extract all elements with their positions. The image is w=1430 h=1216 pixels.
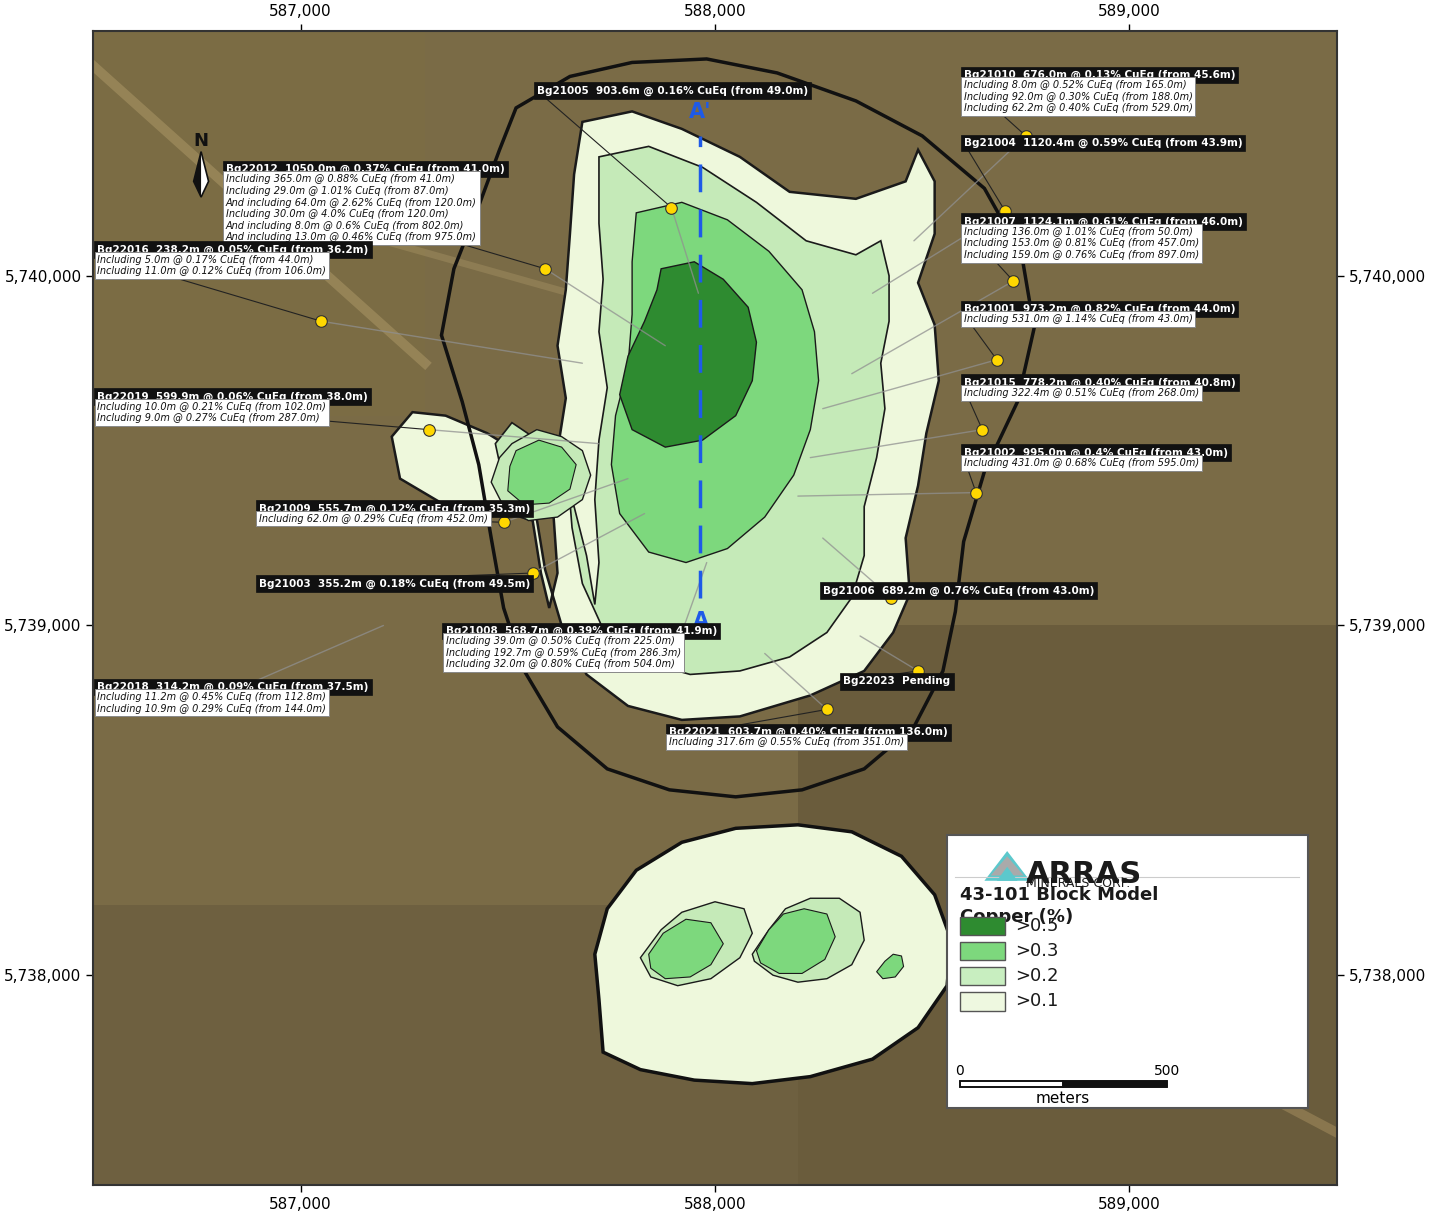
Text: Including 10.0m @ 0.21% CuEq (from 102.0m)
Including 9.0m @ 0.27% CuEq (from 287: Including 10.0m @ 0.21% CuEq (from 102.0… [97, 401, 326, 423]
FancyBboxPatch shape [960, 942, 1005, 961]
Point [1002, 271, 1025, 291]
Bar [798, 625, 1337, 1186]
Point [1014, 126, 1037, 146]
Bar [93, 30, 425, 416]
Text: A': A' [689, 102, 712, 122]
Polygon shape [612, 202, 818, 563]
Text: Bg22018  314.2m @ 0.09% CuEq (from 37.5m): Bg22018 314.2m @ 0.09% CuEq (from 37.5m) [97, 682, 369, 692]
Polygon shape [392, 112, 938, 720]
Text: Including 431.0m @ 0.68% CuEq (from 595.0m): Including 431.0m @ 0.68% CuEq (from 595.… [964, 457, 1198, 468]
Point [994, 202, 1017, 221]
Text: 0: 0 [955, 1064, 964, 1079]
Text: >0.1: >0.1 [1015, 992, 1058, 1010]
Point [661, 198, 684, 218]
Polygon shape [595, 824, 951, 1083]
Text: MINERALS CORP.: MINERALS CORP. [1025, 877, 1130, 890]
Polygon shape [193, 152, 202, 197]
Text: meters: meters [1035, 1091, 1090, 1107]
Text: Bg21004  1120.4m @ 0.59% CuEq (from 43.9m): Bg21004 1120.4m @ 0.59% CuEq (from 43.9m… [964, 137, 1243, 148]
Text: Bg21006  689.2m @ 0.76% CuEq (from 43.0m): Bg21006 689.2m @ 0.76% CuEq (from 43.0m) [822, 585, 1094, 596]
Point [879, 587, 902, 607]
Text: Bg22023  Pending: Bg22023 Pending [844, 676, 951, 687]
Point [971, 420, 994, 439]
Text: Including 365.0m @ 0.88% CuEq (from 41.0m)
Including 29.0m @ 1.01% CuEq (from 87: Including 365.0m @ 0.88% CuEq (from 41.0… [226, 174, 476, 242]
Polygon shape [490, 429, 591, 520]
Text: Bg21005  903.6m @ 0.16% CuEq (from 49.0m): Bg21005 903.6m @ 0.16% CuEq (from 49.0m) [536, 85, 808, 96]
FancyBboxPatch shape [960, 992, 1005, 1010]
Point [227, 679, 250, 698]
Bar [960, 1081, 1062, 1087]
Text: Including 11.2m @ 0.45% CuEq (from 112.8m)
Including 10.9m @ 0.29% CuEq (from 14: Including 11.2m @ 0.45% CuEq (from 112.8… [97, 692, 326, 714]
Bar [93, 905, 1337, 1186]
Text: Bg21008  568.7m @ 0.39% CuEq (from 41.9m): Bg21008 568.7m @ 0.39% CuEq (from 41.9m) [446, 626, 716, 636]
Text: Including 317.6m @ 0.55% CuEq (from 351.0m): Including 317.6m @ 0.55% CuEq (from 351.… [669, 737, 905, 748]
Text: 43-101 Block Model
Copper (%): 43-101 Block Model Copper (%) [960, 886, 1158, 927]
Text: Bg21001  973.2m @ 0.82% CuEq (from 44.0m): Bg21001 973.2m @ 0.82% CuEq (from 44.0m) [964, 304, 1236, 314]
Text: Bg22012  1050.0m @ 0.37% CuEq (from 41.0m): Bg22012 1050.0m @ 0.37% CuEq (from 41.0m… [226, 164, 505, 174]
Text: Including 531.0m @ 1.14% CuEq (from 43.0m): Including 531.0m @ 1.14% CuEq (from 43.0… [964, 314, 1193, 325]
Text: Including 5.0m @ 0.17% CuEq (from 44.0m)
Including 11.0m @ 0.12% CuEq (from 106.: Including 5.0m @ 0.17% CuEq (from 44.0m)… [97, 255, 326, 276]
Point [533, 259, 556, 278]
Polygon shape [641, 902, 752, 986]
Polygon shape [752, 899, 864, 983]
Text: Bg22021  603.7m @ 0.40% CuEq (from 136.0m): Bg22021 603.7m @ 0.40% CuEq (from 136.0m… [669, 727, 948, 737]
Point [492, 513, 515, 533]
Text: Bg22016  238.2m @ 0.05% CuEq (from 36.2m): Bg22016 238.2m @ 0.05% CuEq (from 36.2m) [97, 244, 369, 255]
Text: Including 8.0m @ 0.52% CuEq (from 165.0m)
Including 92.0m @ 0.30% CuEq (from 188: Including 8.0m @ 0.52% CuEq (from 165.0m… [964, 80, 1193, 113]
Polygon shape [997, 867, 1018, 880]
Polygon shape [202, 152, 209, 197]
Text: Including 62.0m @ 0.29% CuEq (from 452.0m): Including 62.0m @ 0.29% CuEq (from 452.0… [259, 513, 488, 524]
Polygon shape [991, 856, 1024, 876]
Text: 500: 500 [1154, 1064, 1180, 1079]
Polygon shape [877, 955, 904, 979]
Polygon shape [756, 908, 835, 974]
Point [521, 563, 543, 582]
Text: Including 322.4m @ 0.51% CuEq (from 268.0m): Including 322.4m @ 0.51% CuEq (from 268.… [964, 388, 1198, 398]
Text: >0.2: >0.2 [1015, 967, 1060, 985]
Text: N: N [193, 131, 209, 150]
Text: Including 136.0m @ 1.01% CuEq (from 50.0m)
Including 153.0m @ 0.81% CuEq (from 4: Including 136.0m @ 1.01% CuEq (from 50.0… [964, 227, 1198, 260]
Text: Including 39.0m @ 0.50% CuEq (from 225.0m)
Including 192.7m @ 0.59% CuEq (from 2: Including 39.0m @ 0.50% CuEq (from 225.0… [446, 636, 681, 669]
Text: Bg21003  355.2m @ 0.18% CuEq (from 49.5m): Bg21003 355.2m @ 0.18% CuEq (from 49.5m) [259, 579, 531, 589]
Polygon shape [649, 919, 724, 979]
Text: Bg21015  778.2m @ 0.40% CuEq (from 40.8m): Bg21015 778.2m @ 0.40% CuEq (from 40.8m) [964, 377, 1236, 388]
FancyBboxPatch shape [947, 835, 1307, 1108]
Text: Bg21002  995.0m @ 0.4% CuEq (from 43.0m): Bg21002 995.0m @ 0.4% CuEq (from 43.0m) [964, 447, 1228, 457]
Point [965, 483, 988, 502]
Text: >0.3: >0.3 [1015, 942, 1060, 961]
Polygon shape [495, 146, 889, 675]
Polygon shape [508, 440, 576, 505]
Point [985, 350, 1008, 370]
Text: Bg22019  599.9m @ 0.06% CuEq (from 38.0m): Bg22019 599.9m @ 0.06% CuEq (from 38.0m) [97, 392, 369, 401]
Point [907, 662, 930, 681]
Bar [1062, 1081, 1167, 1087]
Polygon shape [984, 851, 1030, 880]
Text: ARRAS: ARRAS [1025, 860, 1143, 889]
Point [418, 420, 440, 439]
Text: >0.5: >0.5 [1015, 917, 1060, 935]
Text: Bg21010  676.0m @ 0.13% CuEq (from 45.6m): Bg21010 676.0m @ 0.13% CuEq (from 45.6m) [964, 69, 1236, 80]
Point [310, 311, 333, 331]
Point [815, 699, 838, 719]
Text: Bg21007  1124.1m @ 0.61% CuEq (from 46.0m): Bg21007 1124.1m @ 0.61% CuEq (from 46.0m… [964, 216, 1243, 227]
Polygon shape [619, 261, 756, 447]
FancyBboxPatch shape [960, 967, 1005, 985]
FancyBboxPatch shape [960, 917, 1005, 935]
Point [664, 641, 686, 660]
Bar [960, 1081, 1167, 1087]
Text: A: A [692, 612, 708, 631]
Text: Bg21009  555.7m @ 0.12% CuEq (from 35.3m): Bg21009 555.7m @ 0.12% CuEq (from 35.3m) [259, 503, 531, 513]
